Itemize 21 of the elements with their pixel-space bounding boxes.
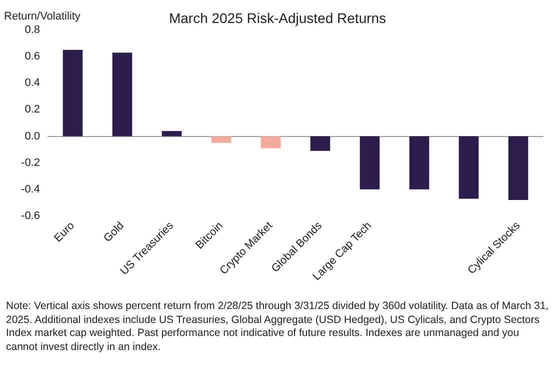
bar — [162, 130, 182, 136]
y-tick-label: 0.6 — [24, 50, 40, 63]
bar — [508, 136, 528, 200]
chart-title: March 2025 Risk-Adjusted Returns — [168, 10, 386, 26]
bar — [310, 136, 330, 151]
bar — [112, 52, 132, 136]
bar — [62, 50, 83, 136]
y-tick-label: 0.4 — [24, 77, 40, 90]
bar — [260, 136, 281, 148]
bar — [458, 136, 479, 199]
bar — [360, 136, 380, 190]
y-tick-label: 0.0 — [24, 130, 40, 142]
bar — [409, 136, 430, 190]
text: Note: Vertical axis shows percent return from 2/28/25 through 3/31/25 divided by 360d volatility. Data as of March 31, 2025. Additional indexes include US Treasuries, Global Aggregate (USD Hedged), US Cylicals, and Crypto Sectors Index market cap weighted. Past performance not indicative of future results. Indexes are unmanaged and you cannot invest directly in an index. — [6, 300, 550, 354]
y-tick-label: -0.2 — [21, 156, 40, 169]
y-tick-label: 0.2 — [24, 104, 40, 116]
y-tick-label: 0.8 — [24, 24, 40, 36]
y-axis-title: Return/Volatility — [4, 10, 81, 22]
y-tick-label: -0.4 — [21, 183, 40, 196]
bar — [211, 136, 232, 143]
y-tick-label: -0.6 — [21, 210, 40, 222]
